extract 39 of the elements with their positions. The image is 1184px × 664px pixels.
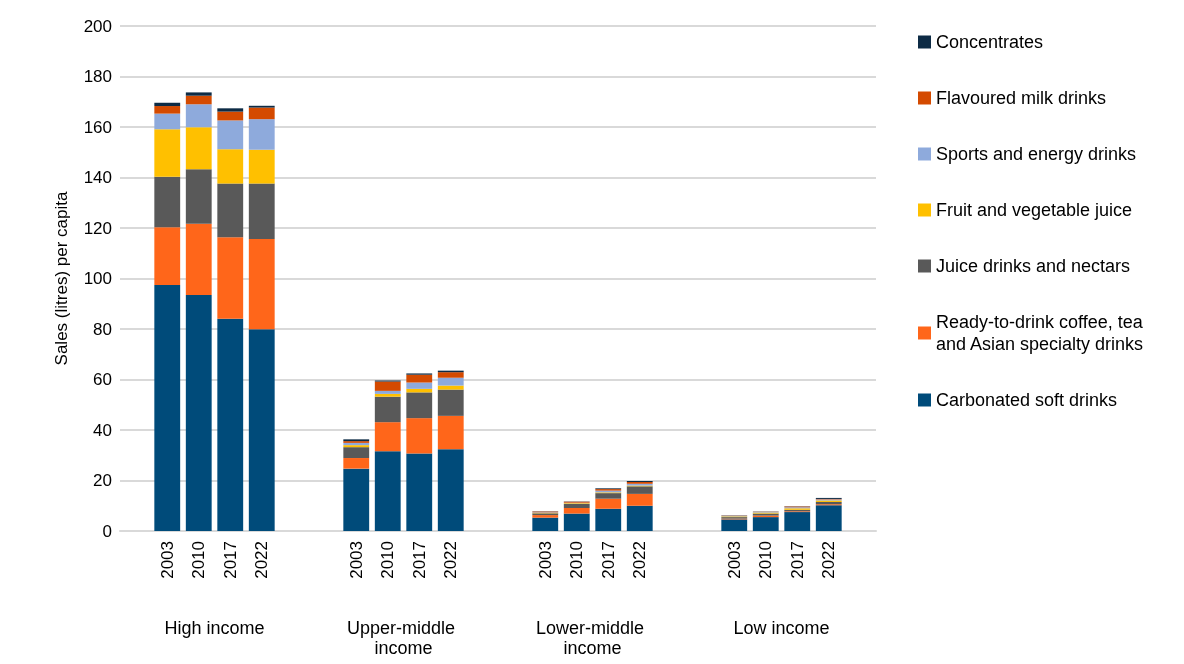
x-tick-label: 2010	[567, 541, 587, 579]
x-tick-label: 2022	[630, 541, 650, 579]
x-tick-label: 2017	[220, 541, 240, 579]
text: High income	[164, 618, 265, 638]
y-tick-label: 140	[83, 168, 112, 187]
x-tick-label: 2010	[378, 541, 398, 579]
y-tick-label: 0	[102, 521, 112, 541]
text: Low income	[733, 618, 830, 638]
x-tick-label: 2017	[598, 541, 618, 579]
text: Lower-middle income	[535, 618, 650, 658]
legend-label: Concentrates	[936, 32, 1044, 52]
x-tick-label: 2017	[409, 541, 429, 579]
legend-label: Ready-to-drink coffee, tea and Asian specialty drinks	[936, 312, 1148, 354]
text: Upper-middle income	[346, 618, 461, 658]
x-tick-label: 2017	[787, 541, 807, 579]
legend-label: Fruit and vegetable juice	[936, 200, 1133, 220]
x-tick-label: 2003	[724, 541, 744, 579]
legend-label: Juice drinks and nectars	[936, 256, 1131, 276]
legend-label: Sports and energy drinks	[936, 144, 1137, 164]
x-tick-label: 2010	[189, 541, 209, 579]
x-tick-label: 2022	[252, 541, 272, 579]
x-tick-label: 2022	[441, 541, 461, 579]
y-tick-label: 160	[83, 117, 112, 137]
x-tick-label: 2003	[535, 541, 555, 579]
y-tick-label: 200	[83, 16, 112, 36]
y-tick-label: 100	[83, 269, 112, 288]
x-tick-label: 2003	[346, 541, 366, 579]
x-tick-label: 2003	[157, 541, 177, 579]
y-axis-title: Sales (litres) per capita	[52, 191, 71, 366]
y-tick-label: 80	[93, 319, 112, 339]
x-tick-label: 2022	[819, 541, 839, 579]
x-tick-label: 2010	[756, 541, 776, 579]
legend-label: Carbonated soft drinks	[936, 390, 1118, 410]
legend-label: Flavoured milk drinks	[936, 88, 1107, 108]
y-tick-label: 120	[83, 218, 112, 238]
y-tick-label: 20	[93, 471, 112, 490]
y-tick-label: 180	[83, 67, 112, 86]
y-tick-label: 60	[93, 370, 112, 389]
y-tick-label: 40	[93, 420, 112, 440]
